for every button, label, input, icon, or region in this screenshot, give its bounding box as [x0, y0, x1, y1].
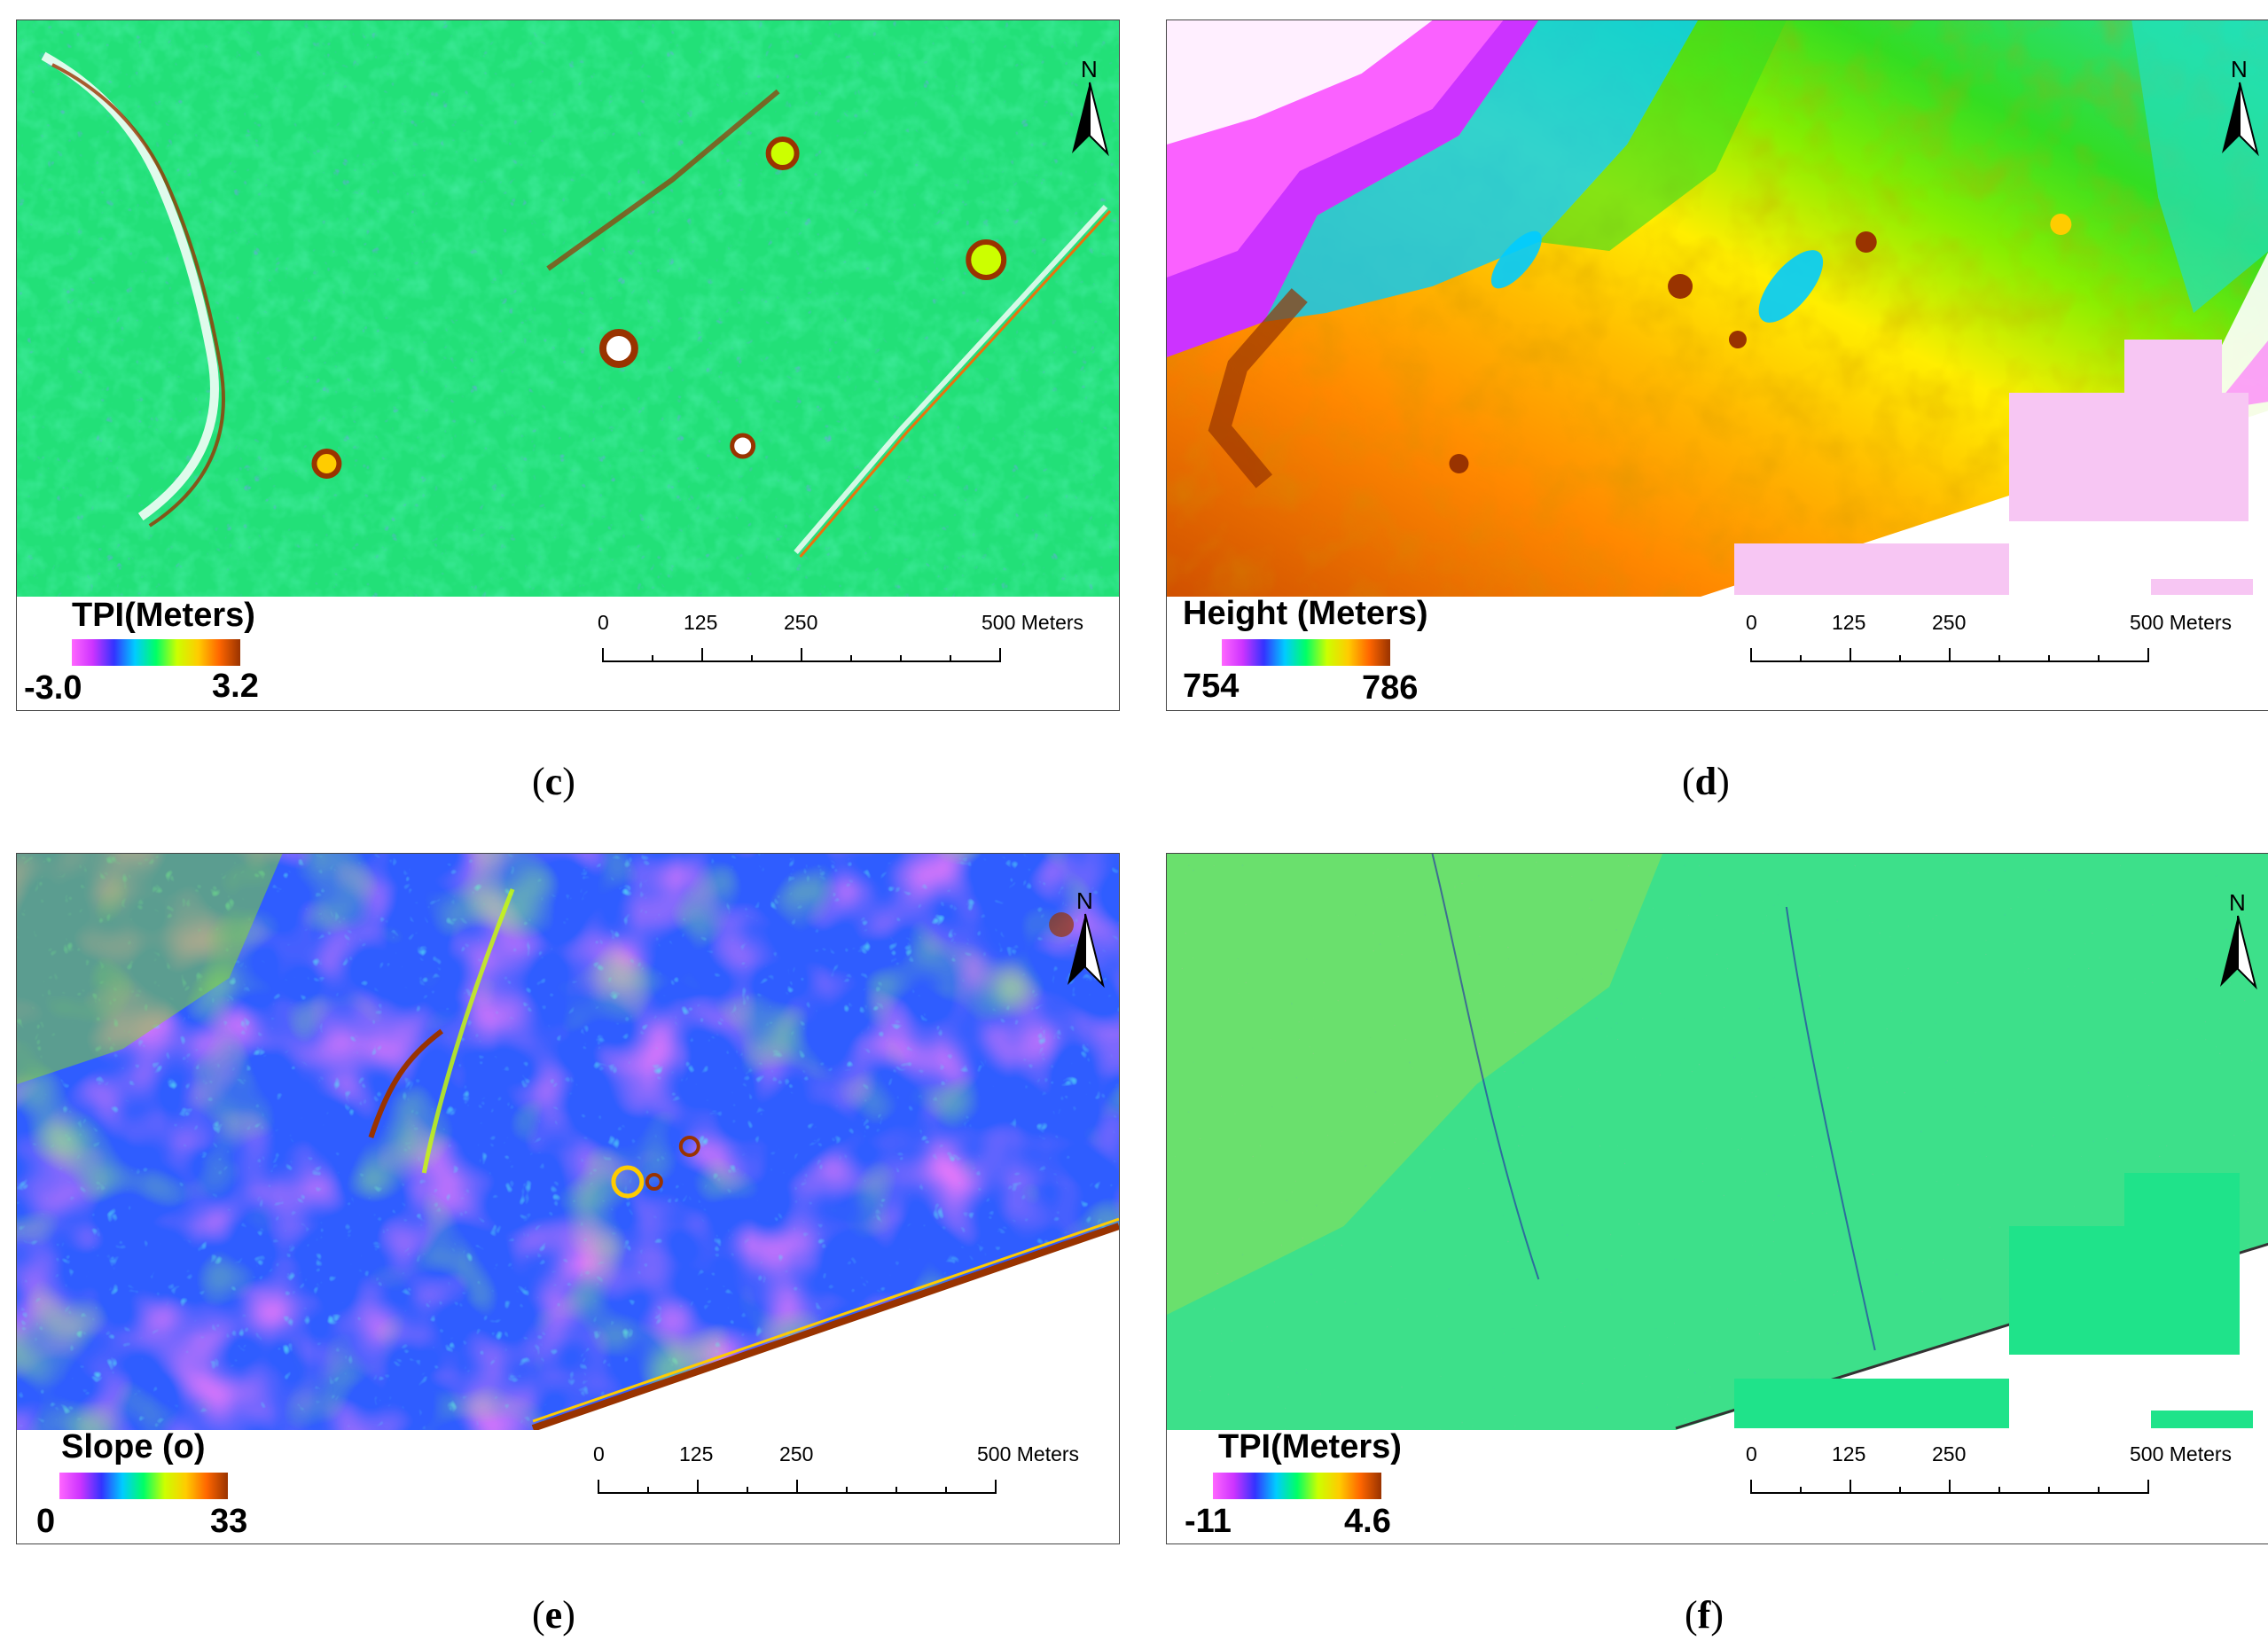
panel-f: N TPI(Meters) -11 4.6 0 125 250 500 Mete…	[1166, 853, 2268, 1544]
color-ramp	[1222, 639, 1390, 666]
north-arrow-icon: N	[2211, 889, 2264, 996]
slope-map-e	[17, 854, 1119, 1430]
svg-text:N: N	[2231, 56, 2248, 82]
nodata-blank	[2009, 1355, 2266, 1411]
legend-title: Slope (o)	[61, 1428, 206, 1465]
tpi-map-f	[1167, 854, 2268, 1430]
nodata-area	[2009, 1226, 2240, 1355]
legend-max: 786	[1362, 669, 1419, 707]
scale-bar: 0 125 250 500 Meters	[1746, 1442, 2232, 1504]
legend-title: Height (Meters)	[1183, 595, 1428, 632]
legend-title: TPI(Meters)	[72, 597, 255, 634]
nodata-area	[1734, 1379, 2009, 1428]
legend-min: 754	[1183, 668, 1240, 705]
legend-min: 0	[36, 1503, 56, 1540]
caption-d: (d)	[1682, 760, 1730, 803]
panel-d: N Height (Meters) 754 786 0 125 250 500 …	[1166, 20, 2268, 711]
legend-max: 33	[210, 1503, 248, 1540]
height-map-d	[1167, 20, 2268, 597]
legend-max: 3.2	[212, 668, 259, 705]
north-arrow-icon: N	[2213, 56, 2266, 162]
caption-f: (f)	[1685, 1593, 1724, 1637]
color-ramp	[1213, 1473, 1381, 1499]
nodata-area	[2009, 393, 2248, 521]
tpi-map-c	[17, 20, 1119, 597]
color-ramp	[59, 1473, 228, 1499]
nodata-area	[2151, 577, 2253, 595]
legend-min: -3.0	[24, 669, 82, 707]
nodata-area	[2151, 1411, 2253, 1428]
nodata-area	[2124, 1173, 2240, 1231]
color-ramp	[72, 639, 240, 666]
legend-max: 4.6	[1344, 1503, 1391, 1540]
panel-c: N TPI(Meters) -3.0 3.2 0 125 250 500 Met…	[16, 20, 1120, 711]
scale-bar: 0 125 250 500 Meters	[598, 611, 1083, 673]
nodata-area	[1734, 543, 2009, 595]
svg-text:N: N	[2229, 889, 2246, 916]
panel-e: N Slope (o) 0 33 0 125 250 500 Meters	[16, 853, 1120, 1544]
nodata-area	[2124, 340, 2222, 397]
legend-title: TPI(Meters)	[1218, 1428, 1402, 1465]
scale-bar: 0 125 250 500 Meters	[593, 1442, 1079, 1504]
svg-text:N: N	[1076, 887, 1093, 914]
scale-bar: 0 125 250 500 Meters	[1746, 611, 2232, 673]
north-arrow-icon: N	[1063, 56, 1116, 162]
svg-text:N: N	[1081, 56, 1098, 82]
nodata-blank	[2009, 521, 2266, 579]
legend-min: -11	[1185, 1503, 1232, 1540]
caption-e: (e)	[532, 1593, 575, 1637]
caption-c: (c)	[532, 760, 575, 803]
north-arrow-icon: N	[1059, 887, 1112, 994]
